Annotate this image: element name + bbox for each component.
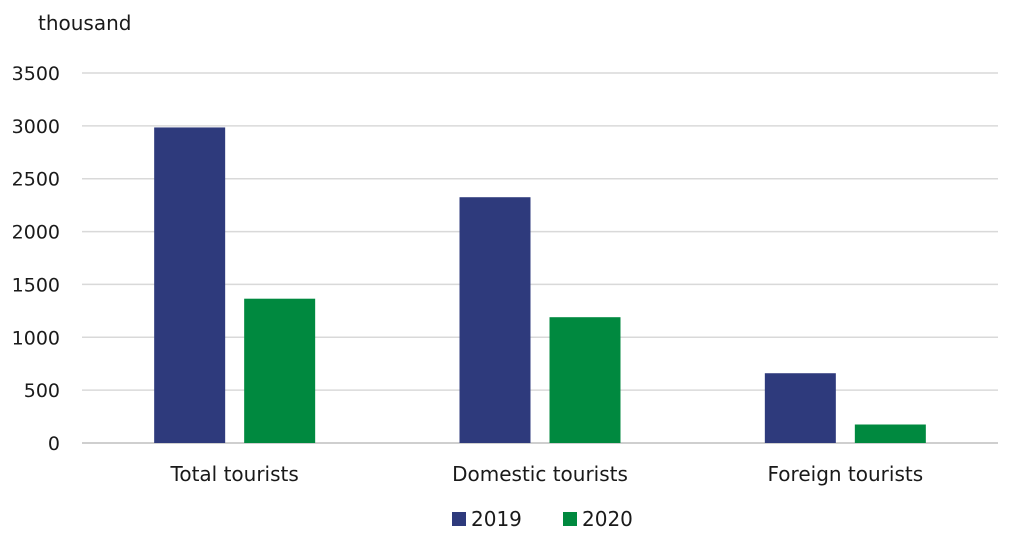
y-tick-label: 2000 xyxy=(12,222,60,244)
y-tick-label: 2500 xyxy=(12,169,60,191)
legend-label-2019: 2019 xyxy=(471,507,522,531)
legend-label-2020: 2020 xyxy=(582,507,633,531)
x-category-label: Domestic tourists xyxy=(452,462,628,486)
bar-2019-total-tourists xyxy=(154,127,226,443)
bar-2020-foreign-tourists xyxy=(854,424,926,443)
y-unit-label: thousand xyxy=(38,11,131,35)
y-tick-label: 1000 xyxy=(12,327,60,349)
y-tick-label: 3000 xyxy=(12,116,60,138)
y-tick-label: 0 xyxy=(48,433,60,455)
legend: 2019 2020 xyxy=(452,507,633,531)
bar-2019-domestic-tourists xyxy=(459,197,531,443)
y-tick-label: 500 xyxy=(24,380,60,402)
gridlines xyxy=(82,72,998,444)
bar-2020-total-tourists xyxy=(244,298,316,443)
y-axis-ticks: 0 500 1000 1500 2000 2500 3000 3500 xyxy=(12,63,60,455)
x-axis-categories: Total tourists Domestic tourists Foreign t… xyxy=(170,462,924,486)
legend-swatch-2020 xyxy=(563,512,577,526)
x-category-label: Foreign tourists xyxy=(768,462,924,486)
bar-2020-domestic-tourists xyxy=(549,317,621,443)
x-category-label: Total tourists xyxy=(170,462,299,486)
bar-2019-foreign-tourists xyxy=(764,373,836,443)
y-tick-label: 3500 xyxy=(12,63,60,85)
bars xyxy=(154,127,926,443)
legend-swatch-2019 xyxy=(452,512,466,526)
y-tick-label: 1500 xyxy=(12,274,60,296)
